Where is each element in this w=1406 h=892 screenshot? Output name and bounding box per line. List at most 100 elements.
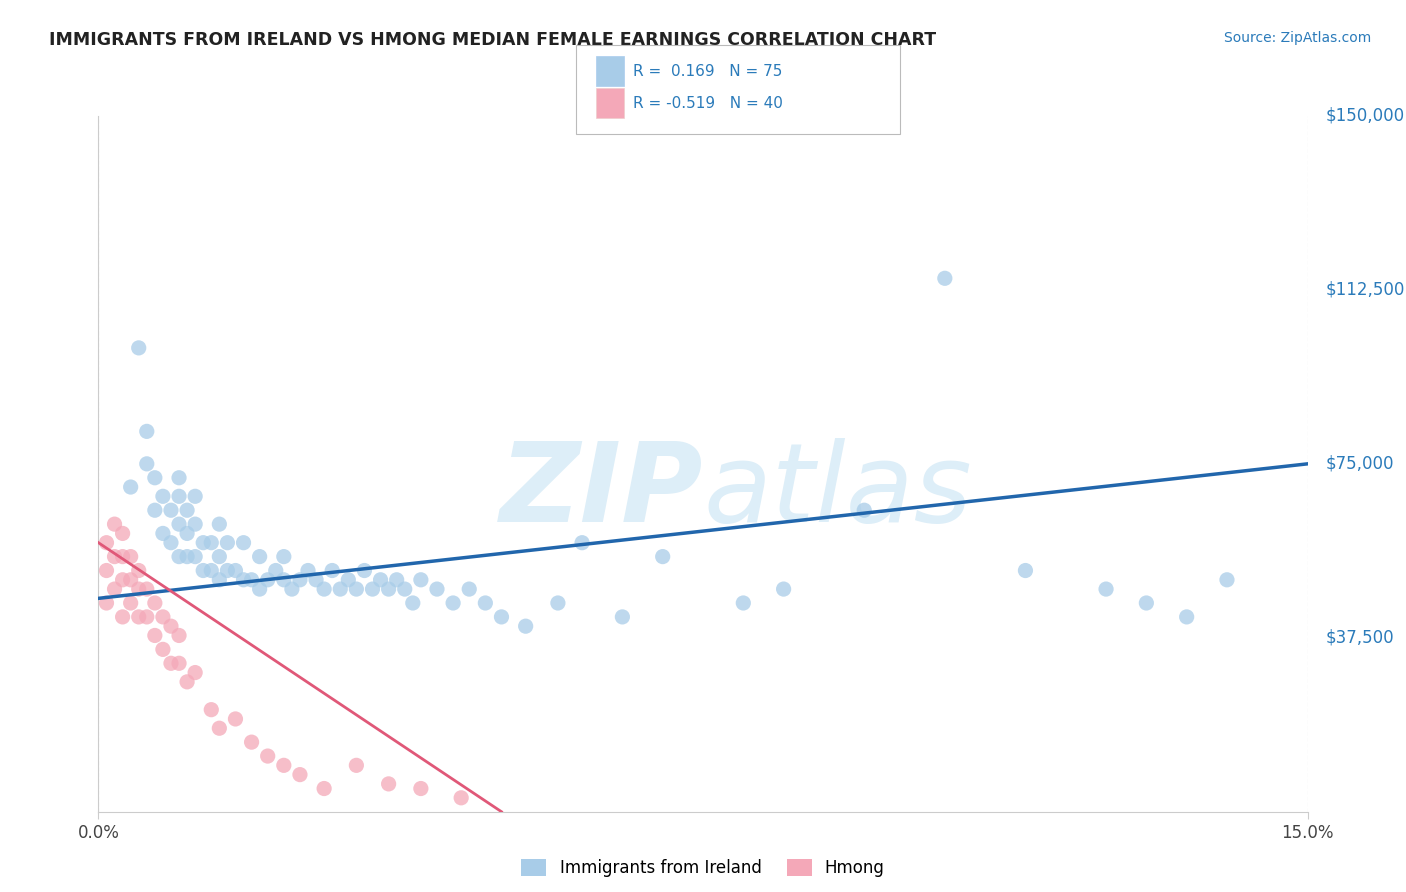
Point	[143, 628, 166, 642]
Point	[176, 549, 198, 564]
Point	[612, 610, 634, 624]
Point	[167, 628, 190, 642]
Point	[96, 535, 118, 549]
Point	[152, 610, 174, 624]
Point	[143, 471, 166, 485]
Point	[103, 549, 125, 564]
Point	[120, 596, 142, 610]
Point	[184, 517, 207, 532]
Point	[167, 657, 190, 671]
Point	[167, 489, 190, 503]
Point	[377, 582, 399, 596]
Point	[128, 610, 150, 624]
Point	[176, 526, 198, 541]
Text: atlas: atlas	[703, 438, 972, 545]
Point	[353, 564, 375, 578]
Point	[184, 549, 207, 564]
Legend: Immigrants from Ireland, Hmong: Immigrants from Ireland, Hmong	[515, 852, 891, 883]
Point	[329, 582, 352, 596]
Point	[450, 790, 472, 805]
Point	[128, 564, 150, 578]
Point	[167, 471, 190, 485]
Point	[240, 735, 263, 749]
Point	[103, 582, 125, 596]
Point	[152, 642, 174, 657]
Point	[184, 665, 207, 680]
Point	[288, 573, 311, 587]
Point	[103, 517, 125, 532]
Point	[152, 489, 174, 503]
Point	[135, 610, 157, 624]
Point	[160, 657, 183, 671]
Point	[1175, 610, 1198, 624]
Point	[772, 582, 794, 596]
Point	[344, 758, 367, 772]
Point	[321, 564, 343, 578]
Point	[370, 573, 392, 587]
Point	[515, 619, 537, 633]
Point	[934, 271, 956, 285]
Point	[208, 549, 231, 564]
Point	[193, 535, 215, 549]
Point	[167, 517, 190, 532]
Text: $75,000: $75,000	[1326, 455, 1395, 473]
Point	[96, 596, 118, 610]
Text: $150,000: $150,000	[1326, 107, 1405, 125]
Text: R = -0.519   N = 40: R = -0.519 N = 40	[633, 95, 783, 111]
Point	[441, 596, 464, 610]
Point	[474, 596, 496, 610]
Point	[96, 564, 118, 578]
Point	[208, 517, 231, 532]
Point	[1095, 582, 1118, 596]
Point	[208, 573, 231, 587]
Point	[184, 489, 207, 503]
Point	[160, 535, 183, 549]
Point	[733, 596, 755, 610]
Point	[1216, 573, 1239, 587]
Point	[305, 573, 328, 587]
Point	[314, 781, 336, 796]
Point	[160, 619, 183, 633]
Point	[152, 526, 174, 541]
Point	[547, 596, 569, 610]
Point	[297, 564, 319, 578]
Point	[128, 341, 150, 355]
Point	[288, 767, 311, 781]
Point	[337, 573, 360, 587]
Point	[176, 503, 198, 517]
Point	[273, 573, 295, 587]
Point	[344, 582, 367, 596]
Point	[256, 573, 278, 587]
Point	[111, 526, 134, 541]
Text: $37,500: $37,500	[1326, 629, 1395, 647]
Point	[167, 549, 190, 564]
Point	[143, 503, 166, 517]
Point	[249, 582, 271, 596]
Point	[135, 582, 157, 596]
Point	[176, 674, 198, 689]
Point	[135, 425, 157, 439]
Point	[256, 749, 278, 764]
Text: ZIP: ZIP	[499, 438, 703, 545]
Point	[143, 596, 166, 610]
Point	[361, 582, 384, 596]
Point	[249, 549, 271, 564]
Point	[200, 535, 222, 549]
Point	[377, 777, 399, 791]
Point	[314, 582, 336, 596]
Point	[160, 503, 183, 517]
Point	[232, 573, 254, 587]
Point	[111, 573, 134, 587]
Point	[200, 564, 222, 578]
Point	[135, 457, 157, 471]
Point	[208, 721, 231, 735]
Point	[394, 582, 416, 596]
Point	[264, 564, 287, 578]
Point	[111, 549, 134, 564]
Point	[111, 610, 134, 624]
Point	[409, 573, 432, 587]
Point	[224, 564, 246, 578]
Point	[1014, 564, 1036, 578]
Point	[217, 535, 239, 549]
Point	[120, 573, 142, 587]
